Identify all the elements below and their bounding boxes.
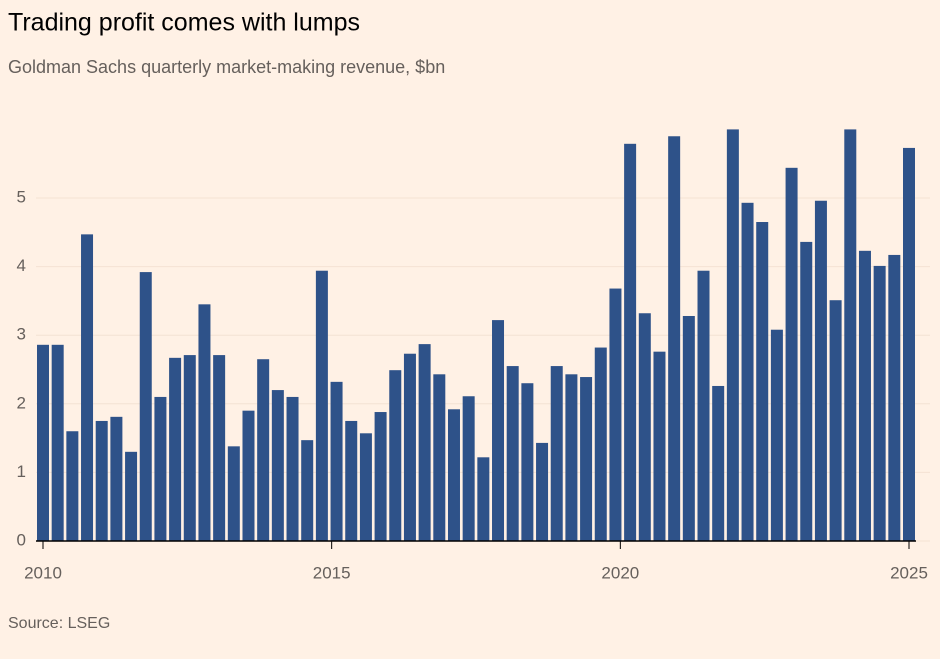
bar: [330, 381, 343, 541]
bar: [257, 359, 270, 541]
bar: [315, 270, 328, 541]
bar: [81, 234, 94, 541]
source: Source: LSEG: [8, 615, 110, 632]
bar: [359, 433, 372, 541]
bar: [271, 390, 284, 541]
bar: [770, 329, 783, 541]
bar: [242, 410, 255, 541]
bar: [682, 315, 695, 541]
y-tick-label: 2: [17, 393, 26, 412]
x-tick-label: 2015: [313, 563, 351, 582]
bar: [844, 129, 857, 541]
bar: [66, 431, 79, 541]
bar: [741, 202, 754, 541]
bar: [37, 344, 49, 541]
bar: [418, 344, 431, 541]
bar: [858, 250, 871, 541]
bar: [125, 451, 138, 541]
bar: [609, 288, 622, 541]
bar: [800, 241, 813, 542]
y-tick-label: 4: [17, 256, 26, 275]
bar: [888, 254, 901, 542]
y-tick-label: 0: [17, 530, 26, 549]
y-tick-label: 5: [17, 187, 26, 206]
bar: [712, 385, 725, 541]
bar: [903, 147, 915, 541]
bar: [536, 442, 549, 541]
bar: [286, 396, 299, 541]
bar: [550, 366, 563, 541]
chart-subtitle: Goldman Sachs quarterly market-making re…: [8, 57, 445, 77]
bar: [624, 143, 637, 541]
bar: [447, 409, 460, 541]
bar: [506, 366, 519, 541]
x-tick-label: 2025: [890, 563, 928, 582]
bar: [198, 304, 211, 541]
bar: [756, 222, 769, 541]
bar: [154, 396, 167, 541]
bar: [433, 374, 446, 541]
chart-title: Trading profit comes with lumps: [8, 9, 360, 37]
bar: [580, 377, 593, 541]
bar: [477, 457, 490, 541]
bar: [565, 374, 578, 541]
bar: [403, 353, 416, 541]
y-tick-label: 3: [17, 325, 26, 344]
bar: [213, 355, 226, 541]
bar: [492, 320, 505, 541]
bar: [638, 313, 651, 541]
bar: [653, 351, 666, 541]
bar: [814, 200, 827, 541]
bar: [345, 420, 358, 541]
x-tick-label: 2010: [24, 563, 62, 582]
bar: [785, 167, 798, 542]
bar: [301, 440, 314, 541]
bar: [668, 136, 681, 541]
bar: [95, 420, 108, 541]
bar: [829, 300, 842, 541]
bar: [521, 383, 534, 541]
bar: [726, 129, 739, 541]
bar: [169, 357, 182, 541]
bar: [594, 347, 607, 541]
bar: [139, 272, 152, 541]
bar: [389, 370, 402, 541]
bar: [110, 416, 123, 541]
bar: [183, 355, 196, 541]
bar: [873, 265, 886, 541]
bar: [462, 396, 475, 541]
bar: [51, 344, 64, 541]
x-tick-label: 2020: [601, 563, 639, 582]
bar: [697, 270, 710, 541]
bar: [374, 412, 387, 541]
bar: [227, 446, 240, 541]
y-tick-label: 1: [17, 462, 26, 481]
